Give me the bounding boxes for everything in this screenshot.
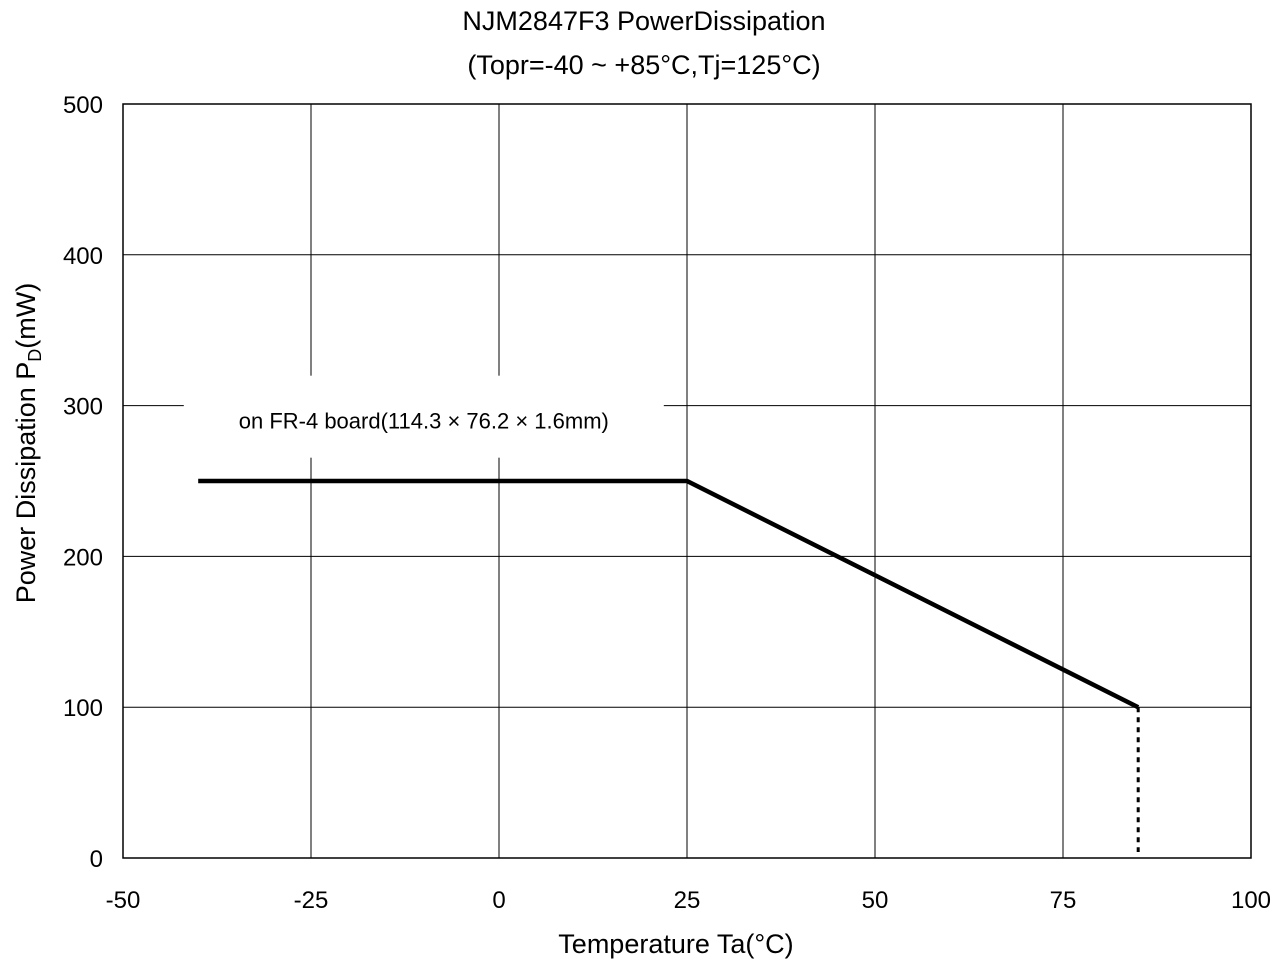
y-axis-label-unit: (mW) <box>11 283 41 349</box>
x-tick-label: 0 <box>492 887 505 914</box>
x-axis-label: Temperature Ta(°C) <box>558 929 793 959</box>
x-tick-label: 50 <box>862 887 889 914</box>
y-tick-labels: 0 100 200 300 400 500 <box>63 92 103 873</box>
annotation: on FR-4 board(114.3 × 76.2 × 1.6mm) <box>183 375 664 458</box>
x-tick-label: -50 <box>106 887 141 914</box>
y-tick-label: 300 <box>63 394 103 421</box>
x-tick-label: 25 <box>674 887 701 914</box>
y-axis-label: Power Dissipation PD(mW) <box>11 283 45 604</box>
series-line-0 <box>198 478 1140 710</box>
chart-title: NJM2847F3 PowerDissipation <box>462 6 825 36</box>
annotation-text: on FR-4 board(114.3 × 76.2 × 1.6mm) <box>239 409 609 434</box>
x-tick-label: 100 <box>1231 887 1271 914</box>
y-axis-label-subscript: D <box>25 349 45 362</box>
chart-subtitle: (Topr=-40 ~ +85°C,Tj=125°C) <box>467 50 820 80</box>
x-tick-labels: -50 -25 0 25 50 75 100 <box>106 887 1271 914</box>
y-tick-label: 100 <box>63 695 103 722</box>
grid-lines <box>123 104 1251 858</box>
x-tick-label: 75 <box>1050 887 1077 914</box>
series-layer <box>198 478 1140 710</box>
plot-frame <box>122 103 1252 859</box>
annotation-background <box>183 375 664 458</box>
x-tick-label: -25 <box>294 887 329 914</box>
y-tick-label: 0 <box>90 846 103 873</box>
y-tick-label: 400 <box>63 243 103 270</box>
y-tick-label: 500 <box>63 92 103 119</box>
y-tick-label: 200 <box>63 544 103 571</box>
y-axis-label-main: Power Dissipation P <box>11 362 41 604</box>
